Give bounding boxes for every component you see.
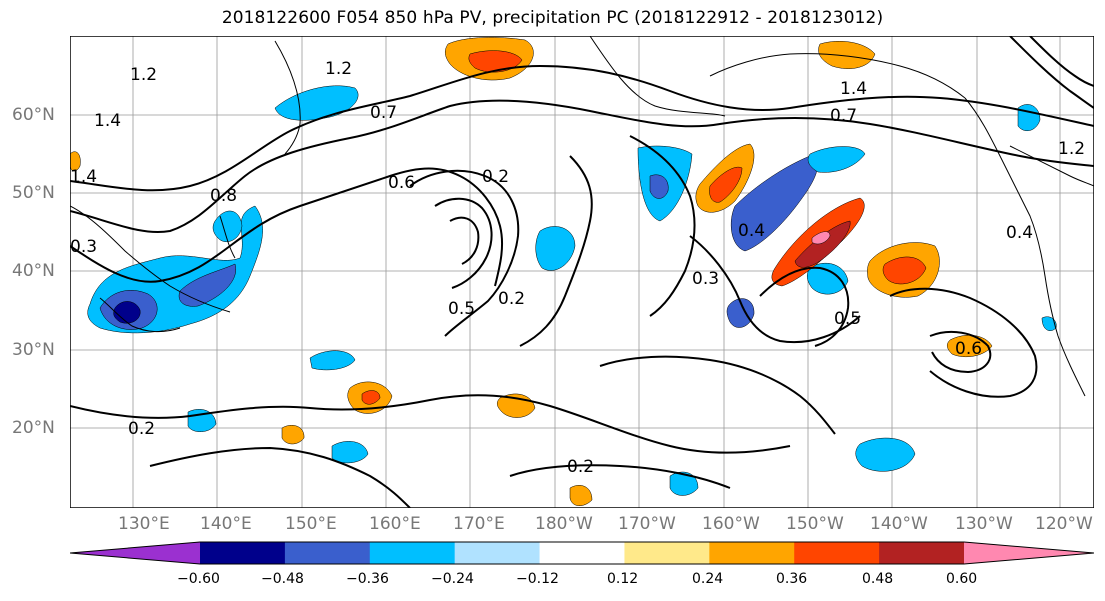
- precip-blob-na-coast: [1017, 104, 1041, 132]
- lon-label: 180°W: [535, 514, 593, 534]
- lon-label: 140°W: [870, 514, 928, 534]
- precip-blob-aleut: [535, 226, 576, 271]
- contour-label: 1.4: [70, 167, 97, 187]
- colorbar-cell: [369, 542, 456, 564]
- lat-label: 40°N: [12, 261, 55, 281]
- lon-label: 160°W: [702, 514, 760, 534]
- lon-label: 150°E: [285, 514, 337, 534]
- contour-label: 0.6: [955, 339, 982, 359]
- contour-label: 1.2: [325, 59, 352, 79]
- colorbar-tick-label: 0.24: [692, 571, 724, 587]
- precip-blob-siberia-core: [468, 50, 523, 73]
- map-panel: 1.2 1.2 1.4 1.4 1.4 0.7 0.8 0.2 0.2 0.2 …: [70, 36, 1094, 508]
- lat-label: 20°N: [12, 418, 55, 438]
- colorbar-outline: [70, 541, 1094, 565]
- precip-blob-goa-extreme: [811, 231, 831, 245]
- colorbar-cell: [70, 542, 200, 564]
- map-title: 2018122600 F054 850 hPa PV, precipitatio…: [221, 8, 884, 28]
- lon-label: 140°E: [200, 514, 252, 534]
- pv-precip-map: 1.2 1.2 1.4 1.4 1.4 0.7 0.8 0.2 0.2 0.2 …: [70, 36, 1094, 508]
- contour-label: 0.2: [128, 419, 155, 439]
- contour-label: 0.7: [370, 103, 397, 123]
- contour-label: 1.2: [130, 65, 157, 85]
- lat-label: 60°N: [12, 105, 55, 125]
- contour-label: 0.3: [70, 237, 97, 257]
- contour-label: 0.6: [388, 173, 415, 193]
- precip-blob-pac-mid2: [807, 262, 849, 295]
- contour-label: 0.3: [692, 269, 719, 289]
- contour-label-group: 1.2 1.2 1.4 1.4 1.4 0.7 0.8 0.2 0.2 0.2 …: [70, 59, 1085, 477]
- colorbar-tick-label: −0.60: [177, 571, 220, 587]
- colorbar-tick-label: −0.36: [346, 571, 389, 587]
- colorbar-tick-label: −0.12: [516, 571, 559, 587]
- contour-label: 0.5: [448, 299, 475, 319]
- contour-label: 0.2: [567, 457, 594, 477]
- lon-label: 170°W: [618, 514, 676, 534]
- precip-blob-trop-c: [281, 425, 305, 445]
- precip-blob-trop-w: [309, 350, 356, 371]
- precip-blob-trop-d: [569, 485, 593, 506]
- precip-blob-trop-2: [331, 441, 369, 464]
- precip-negative-blobs: [87, 85, 1057, 496]
- coastlines: [70, 36, 1094, 397]
- colorbar-cell: [284, 542, 371, 564]
- colorbar-tick-label: 0.48: [862, 571, 894, 587]
- pv-contours: [70, 36, 1094, 508]
- colorbar-cell: [200, 542, 286, 564]
- colorbar-tick-label: 0.12: [607, 571, 639, 587]
- contour-label: 0.2: [482, 167, 509, 187]
- colorbar: [70, 541, 1094, 565]
- colorbar-tick-label: 0.36: [776, 571, 808, 587]
- precip-blob-alaska: [818, 41, 876, 69]
- lat-label: 30°N: [12, 340, 55, 360]
- precip-blob-ne-pac-core: [882, 256, 927, 285]
- colorbar-cell: [454, 542, 541, 564]
- contour-label: 0.8: [210, 186, 237, 206]
- lon-label: 160°E: [369, 514, 421, 534]
- precip-blob-trop-a-core: [361, 390, 381, 405]
- lon-label: 150°W: [786, 514, 844, 534]
- lon-label: 120°W: [1035, 514, 1093, 534]
- contour-label: 0.4: [738, 221, 765, 241]
- contour-label: 0.5: [834, 309, 861, 329]
- lon-label: 130°W: [955, 514, 1013, 534]
- lon-label: 170°E: [453, 514, 505, 534]
- precip-blob-bering-core: [649, 174, 669, 199]
- precip-positive-blobs: [70, 37, 993, 506]
- contour-label: 1.4: [94, 111, 121, 131]
- colorbar-cell: [879, 542, 965, 564]
- contour-label: 0.7: [830, 106, 857, 126]
- precip-blob-goa-ne-core: [709, 166, 743, 203]
- colorbar-tick-label: −0.48: [261, 571, 304, 587]
- precip-blob-honshu: [178, 263, 237, 307]
- lon-label: 130°E: [118, 514, 170, 534]
- precip-blob-goa-n: [807, 146, 866, 173]
- colorbar-cell: [624, 542, 710, 564]
- colorbar-cell: [964, 542, 1094, 564]
- precip-blob-japan-inner: [113, 301, 141, 324]
- contour-label: 1.2: [1058, 139, 1085, 159]
- contour-label: 0.4: [1006, 223, 1033, 243]
- precip-blob-trop-4: [669, 471, 699, 496]
- colorbar-tick-label: 0.60: [946, 571, 978, 587]
- contour-label: 1.4: [840, 79, 867, 99]
- colorbar-cell: [709, 542, 795, 564]
- colorbar-cell: [539, 542, 625, 564]
- colorbar-cell: [794, 542, 880, 564]
- precip-blob-sakhalin: [212, 210, 243, 242]
- precip-blob-goa-w: [730, 155, 818, 252]
- colorbar-tick-label: −0.24: [431, 571, 474, 587]
- colorbar-cells: [70, 541, 1094, 565]
- precip-blob-pac-mid: [726, 298, 755, 328]
- lat-label: 50°N: [12, 183, 55, 203]
- precip-blob-kamchatka: [274, 85, 359, 121]
- precip-blob-trop-3: [855, 437, 916, 472]
- contour-label: 0.2: [498, 289, 525, 309]
